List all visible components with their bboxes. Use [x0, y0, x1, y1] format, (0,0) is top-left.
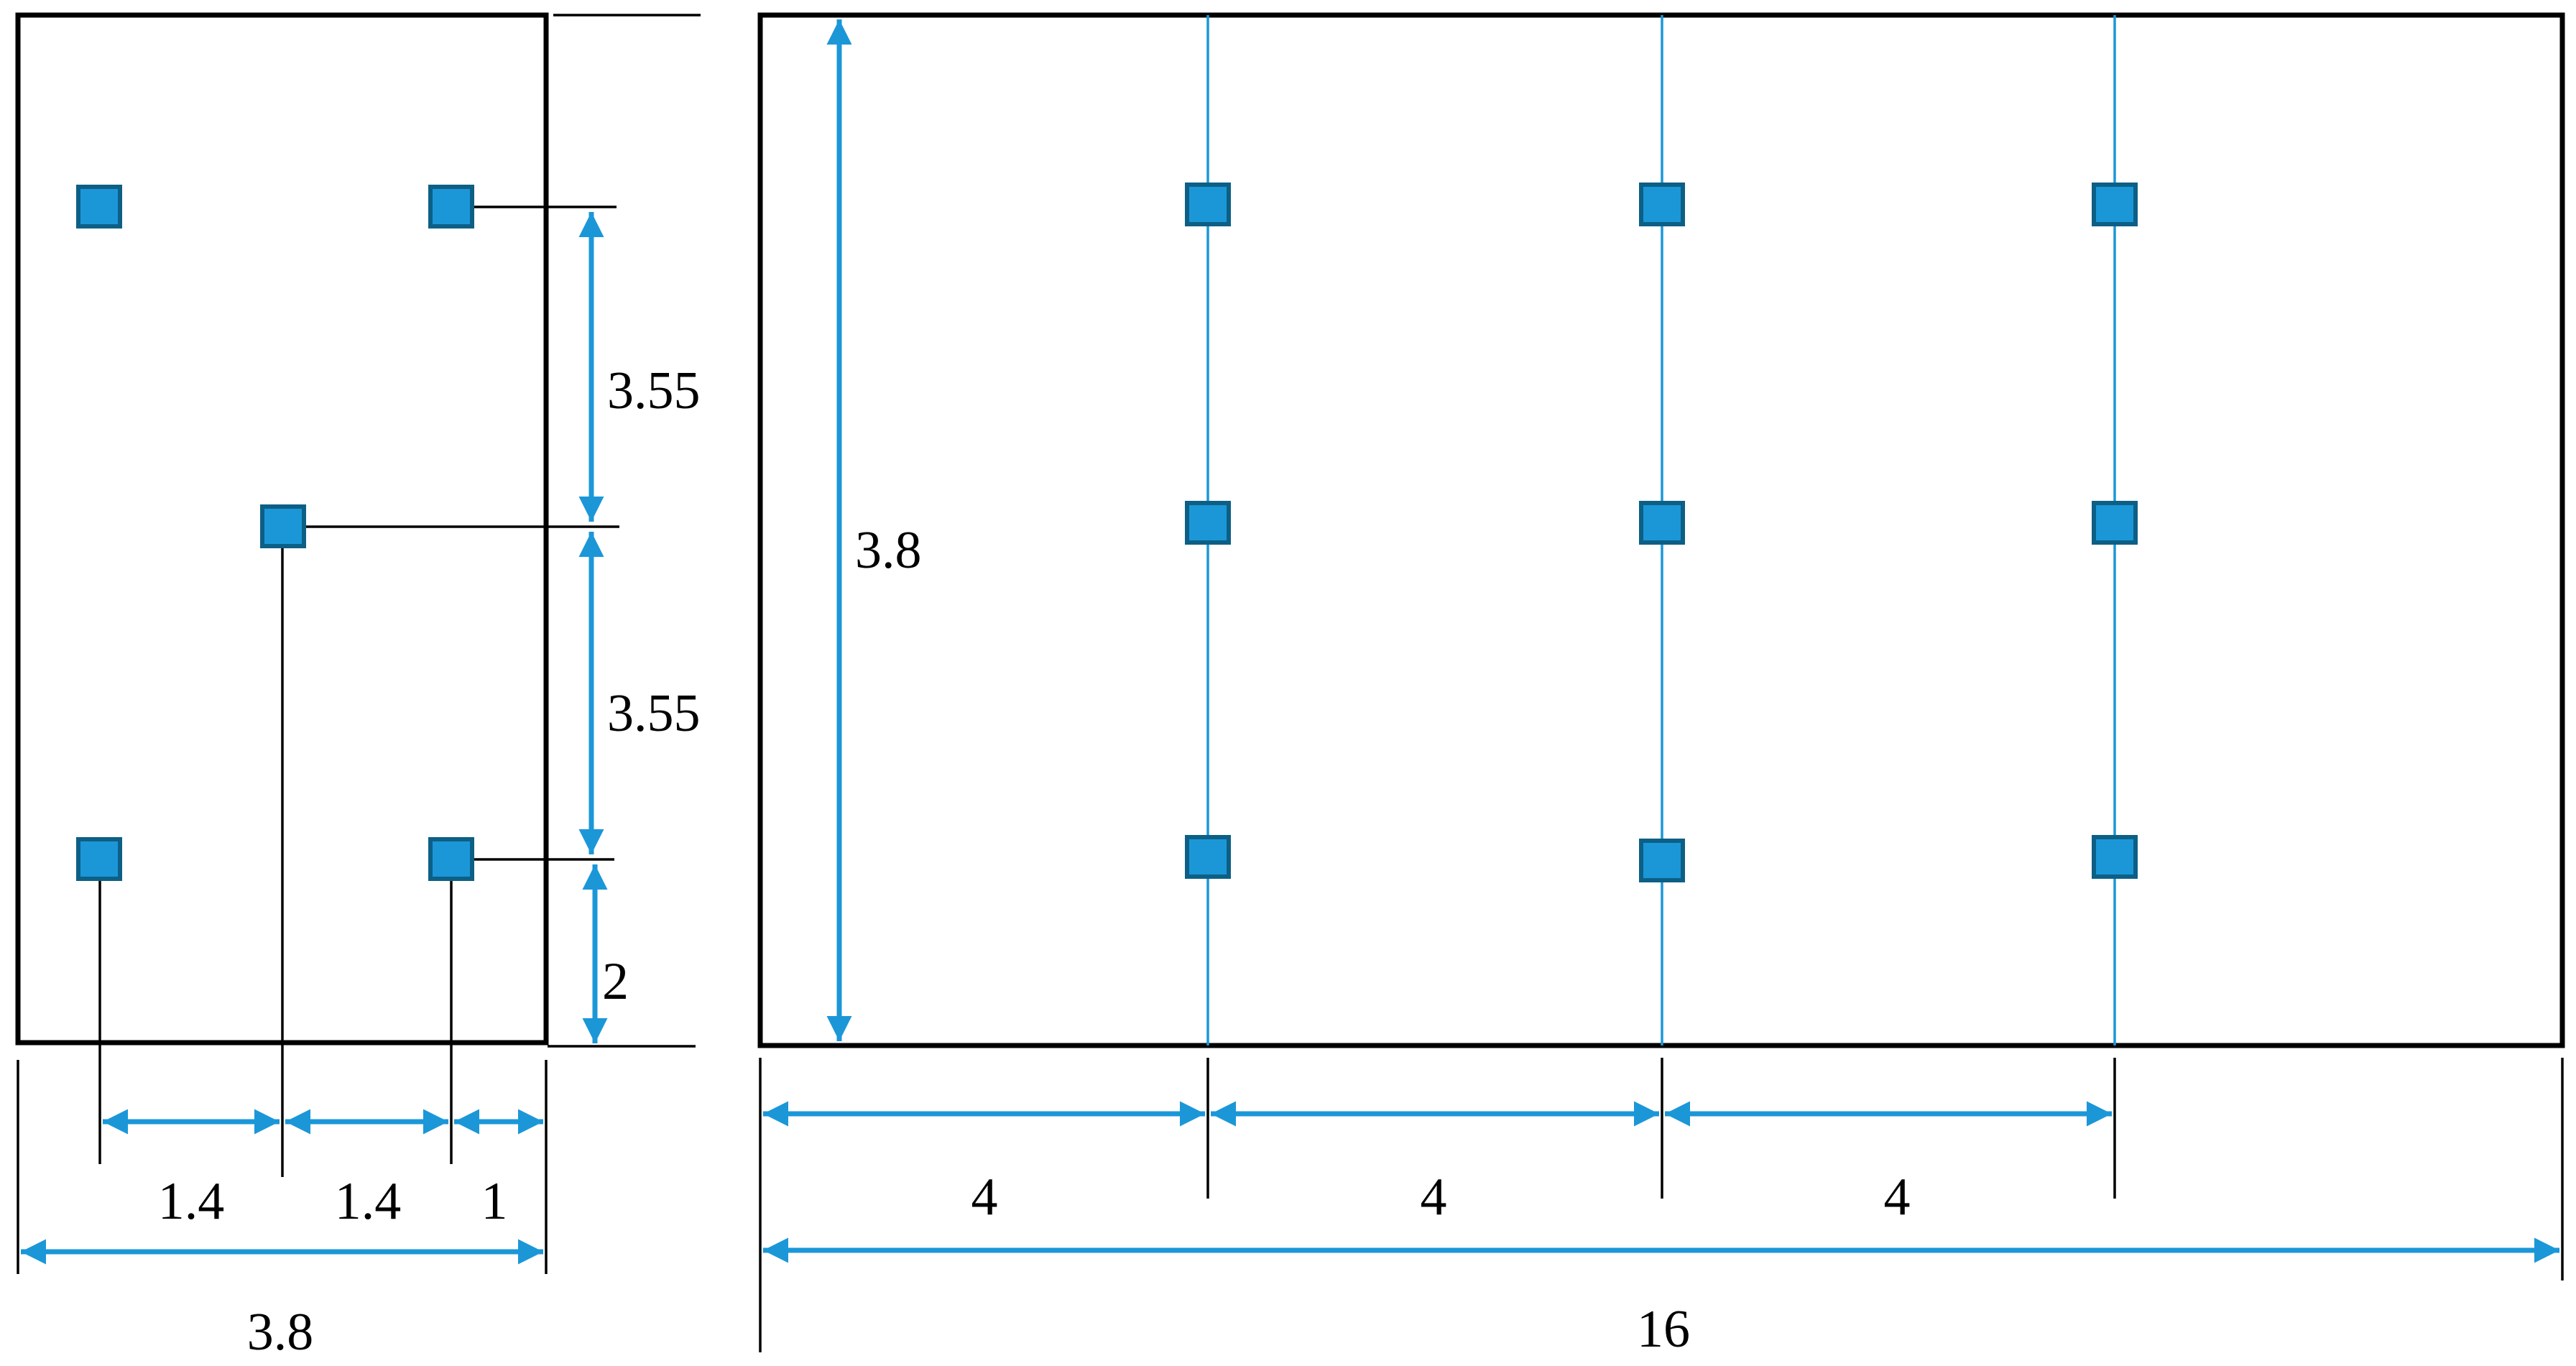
node-square [260, 504, 306, 548]
dim-label: 1.4 [335, 1172, 402, 1231]
section-view: 3.55 3.55 2 1.4 1.4 1 3.8 [15, 12, 701, 1362]
dim-label: 3.8 [247, 1303, 314, 1362]
dim-label: 4 [1884, 1168, 1911, 1227]
node-square [1185, 183, 1231, 226]
node-square [2092, 501, 2138, 545]
dim-label: 4 [1421, 1168, 1447, 1227]
plan-view: 3.8 4 4 4 16 [757, 12, 2565, 1359]
dim-label: 1.4 [158, 1172, 225, 1231]
dim-label: 3.55 [607, 684, 701, 743]
dim-label: 16 [1637, 1300, 1690, 1359]
node-square [1185, 501, 1231, 545]
node-square [1639, 183, 1685, 226]
node-square [428, 185, 474, 229]
dim-label: 2 [602, 952, 629, 1011]
node-square [2092, 835, 2138, 879]
dim-label: 1 [481, 1172, 508, 1231]
node-square [428, 837, 474, 881]
dim-label: 4 [971, 1168, 998, 1227]
node-square [76, 185, 122, 229]
dim-label: 3.8 [855, 521, 922, 580]
node-square [1639, 839, 1685, 882]
node-square [1185, 835, 1231, 879]
dim-label: 3.55 [607, 361, 701, 420]
node-square [2092, 183, 2138, 226]
node-square [76, 837, 122, 881]
node-square [1639, 501, 1685, 545]
